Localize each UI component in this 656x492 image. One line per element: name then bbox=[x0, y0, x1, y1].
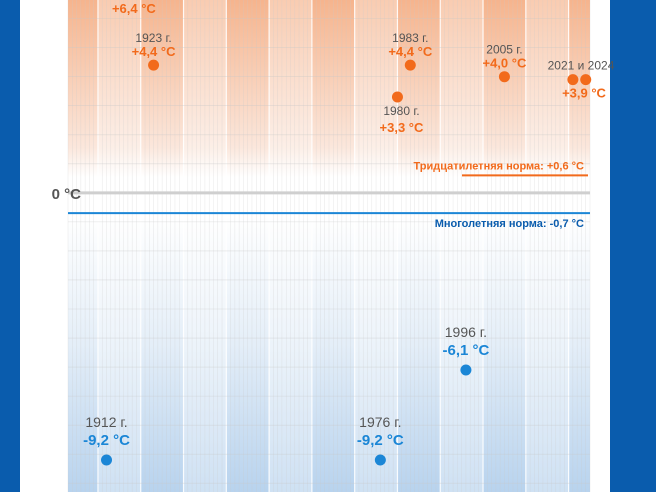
gridlines bbox=[67, 0, 591, 492]
point-value-label: +4,4 °C bbox=[132, 44, 176, 59]
point-year-label: 1976 г. bbox=[359, 414, 401, 430]
point-year-label: 2005 г. bbox=[486, 43, 522, 57]
decade-band bbox=[97, 0, 141, 492]
point-value-label: +4,4 °C bbox=[388, 44, 432, 59]
point-year-label: 1983 г. bbox=[392, 31, 428, 45]
cold-point bbox=[374, 454, 386, 466]
cold-point bbox=[460, 364, 472, 376]
zero-label: 0 °C bbox=[52, 186, 82, 203]
norm-lines: 0 °C Многолетняя норма: -0,7 °C Тридцати… bbox=[52, 160, 590, 230]
decade-band bbox=[525, 0, 569, 492]
point-value-label: -9,2 °C bbox=[357, 432, 404, 449]
point-year-label: 1980 г. bbox=[383, 104, 419, 118]
warm-point bbox=[580, 74, 592, 86]
point-value-label: +3,3 °C bbox=[380, 120, 424, 135]
point-value-label: +4,0 °C bbox=[482, 56, 526, 71]
warm-point bbox=[567, 74, 579, 86]
long-term-norm-label: Многолетняя норма: -0,7 °C bbox=[435, 218, 584, 230]
decade-bands bbox=[97, 0, 569, 492]
point-year-label: 2021 и 2024 bbox=[548, 59, 615, 73]
warm-point bbox=[404, 59, 416, 71]
thirty-year-norm-label: Тридцатилетняя норма: +0,6 °C bbox=[413, 160, 584, 172]
partial-value-label: +6,4 °C bbox=[112, 1, 156, 16]
decade-band bbox=[354, 0, 398, 492]
point-year-label: 1912 г. bbox=[85, 414, 127, 430]
point-year-label: 1923 г. bbox=[135, 31, 171, 45]
point-value-label: -9,2 °C bbox=[83, 432, 130, 449]
warm-point bbox=[391, 91, 403, 103]
warm-point bbox=[148, 59, 160, 71]
cold-point bbox=[101, 454, 113, 466]
decade-band bbox=[183, 0, 227, 492]
warm-point bbox=[498, 71, 510, 83]
decade-band bbox=[440, 0, 484, 492]
point-value-label: +3,9 °C bbox=[562, 86, 606, 101]
point-year-label: 1996 г. bbox=[445, 324, 487, 340]
decade-band bbox=[269, 0, 312, 492]
point-value-label: -6,1 °C bbox=[442, 342, 489, 359]
